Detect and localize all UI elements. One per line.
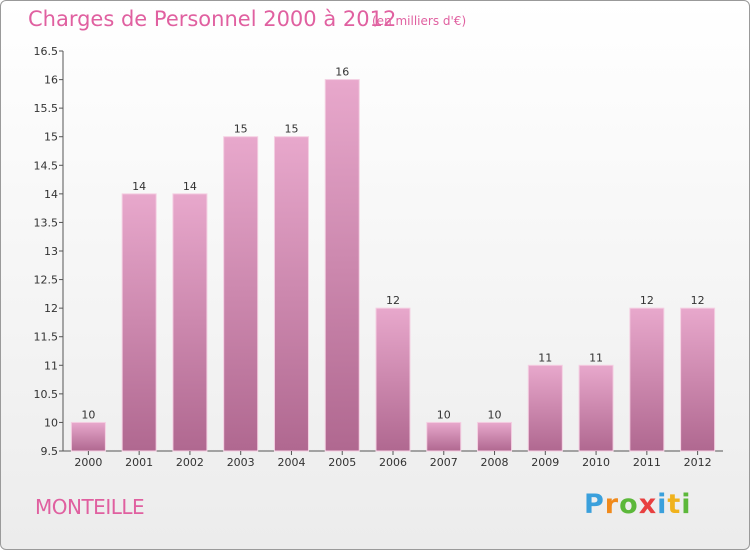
logo-letter: o: [619, 489, 639, 520]
bar: [172, 193, 208, 452]
bar-data-label: 10: [488, 408, 502, 421]
bar: [629, 307, 665, 452]
bar: [527, 364, 563, 452]
x-tick-label: 2003: [227, 456, 255, 469]
bar-data-label: 12: [691, 294, 705, 307]
bar-data-label: 10: [81, 408, 95, 421]
bar-data-label: 14: [183, 180, 197, 193]
y-tick-label: 11.5: [34, 331, 59, 344]
x-tick-label: 2000: [74, 456, 102, 469]
y-tick-label: 14: [44, 188, 58, 201]
bar: [426, 421, 462, 452]
x-tick-label: 2001: [125, 456, 153, 469]
logo-letter: P: [584, 489, 605, 520]
y-tick-label: 16.5: [34, 45, 59, 58]
y-tick-label: 13: [44, 245, 58, 258]
bar: [477, 421, 513, 452]
x-tick-label: 2011: [633, 456, 661, 469]
chart-title: Charges de Personnel 2000 à 2012: [28, 7, 397, 31]
bar: [121, 193, 157, 452]
x-tick-label: 2012: [684, 456, 712, 469]
bar: [375, 307, 411, 452]
x-tick-label: 2010: [582, 456, 610, 469]
y-tick-label: 15: [44, 131, 58, 144]
x-tick-label: 2007: [430, 456, 458, 469]
bar: [223, 136, 259, 452]
bar: [324, 79, 360, 452]
bar: [273, 136, 309, 452]
y-tick-label: 16: [44, 74, 58, 87]
y-tick-label: 10: [44, 416, 58, 429]
y-tick-label: 12.5: [34, 274, 59, 287]
y-tick-label: 12: [44, 302, 58, 315]
x-tick-label: 2009: [531, 456, 559, 469]
bar-data-label: 14: [132, 180, 146, 193]
bar-data-label: 15: [284, 123, 298, 136]
bar: [70, 421, 106, 452]
proxiti-logo[interactable]: Proxiti: [584, 489, 692, 520]
y-tick-label: 11: [44, 359, 58, 372]
bar-data-label: 11: [589, 351, 603, 364]
y-tick-label: 15.5: [34, 102, 59, 115]
bar: [578, 364, 614, 452]
bar-data-label: 15: [234, 123, 248, 136]
bar-data-label: 12: [640, 294, 654, 307]
bar-data-label: 11: [538, 351, 552, 364]
chart-subtitle: (en milliers d'€): [372, 14, 467, 28]
logo-letter: i: [657, 489, 668, 520]
y-tick-label: 14.5: [34, 159, 59, 172]
bar-data-label: 10: [437, 408, 451, 421]
bar-data-label: 12: [386, 294, 400, 307]
x-tick-label: 2002: [176, 456, 204, 469]
bar: [680, 307, 716, 452]
bar-data-label: 16: [335, 66, 349, 79]
y-tick-label: 13.5: [34, 216, 59, 229]
logo-letter: r: [604, 489, 620, 520]
logo-letter: x: [638, 489, 658, 520]
y-tick-label: 9.5: [41, 445, 59, 458]
logo-letter: t: [667, 489, 682, 520]
x-tick-label: 2004: [277, 456, 305, 469]
x-tick-label: 2005: [328, 456, 356, 469]
y-tick-label: 10.5: [34, 388, 59, 401]
logo-letter: i: [681, 489, 692, 520]
x-tick-label: 2006: [379, 456, 407, 469]
commune-name: MONTEILLE: [35, 495, 145, 519]
x-tick-label: 2008: [481, 456, 509, 469]
